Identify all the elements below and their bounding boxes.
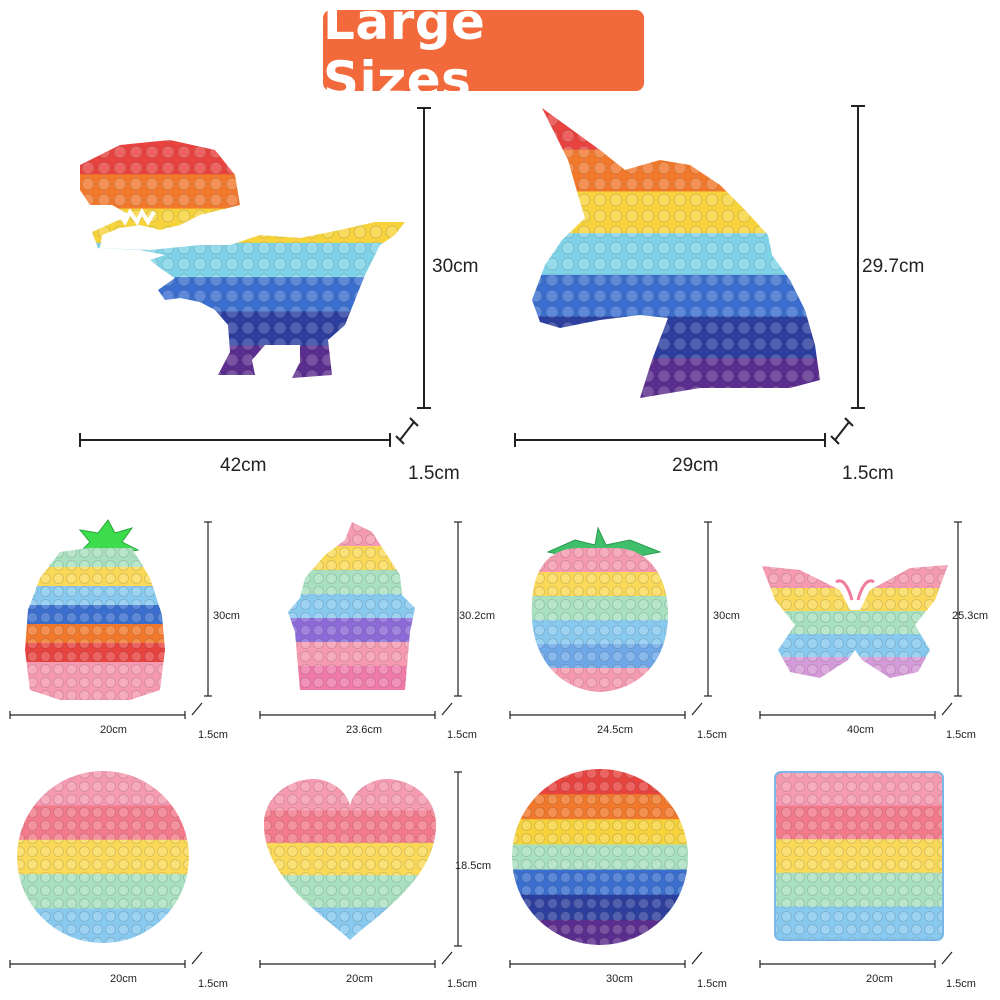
pineapple-height-label: 30cm bbox=[213, 610, 240, 622]
circle-pastel-popit bbox=[17, 771, 189, 943]
unicorn-width-label: 29cm bbox=[672, 455, 719, 476]
dinosaur-width-label: 42cm bbox=[220, 455, 267, 476]
dinosaur-thickness-label: 1.5cm bbox=[408, 463, 460, 484]
ice-cream-popit bbox=[288, 522, 415, 690]
pineapple-width-label: 20cm bbox=[100, 724, 127, 736]
title-banner: Large Sizes bbox=[323, 0, 644, 109]
dinosaur-popit bbox=[80, 140, 405, 378]
page-title: Large Sizes bbox=[323, 0, 486, 109]
unicorn-height-label: 29.7cm bbox=[862, 256, 925, 277]
strawberry-thickness-label: 1.5cm bbox=[697, 729, 727, 741]
square-thickness-label: 1.5cm bbox=[946, 978, 976, 990]
unicorn-popit bbox=[532, 108, 820, 398]
circle-rainbow-popit bbox=[512, 769, 688, 945]
heart-thickness-label: 1.5cm bbox=[447, 978, 477, 990]
circle-rainbow-width-label: 30cm bbox=[606, 973, 633, 985]
ice-cream-height-label: 30.2cm bbox=[459, 610, 496, 622]
pineapple-thickness-label: 1.5cm bbox=[198, 729, 228, 741]
circle-rainbow-thickness-label: 1.5cm bbox=[697, 978, 727, 990]
circle-pastel-width-label: 20cm bbox=[110, 973, 137, 985]
square-popit bbox=[774, 771, 944, 941]
strawberry-popit bbox=[531, 526, 668, 692]
butterfly-popit bbox=[762, 565, 948, 678]
heart-height-label: 18.5cm bbox=[455, 860, 492, 872]
square-width-label: 20cm bbox=[866, 973, 893, 985]
strawberry-height-label: 30cm bbox=[713, 610, 740, 622]
circle-pastel-thickness-label: 1.5cm bbox=[198, 978, 228, 990]
unicorn-thickness-label: 1.5cm bbox=[842, 463, 894, 484]
dinosaur-height-label: 30cm bbox=[432, 256, 479, 277]
butterfly-height-label: 25.3cm bbox=[952, 610, 989, 622]
strawberry-width-label: 24.5cm bbox=[597, 724, 634, 736]
ice-cream-thickness-label: 1.5cm bbox=[447, 729, 477, 741]
heart-width-label: 20cm bbox=[346, 973, 373, 985]
butterfly-width-label: 40cm bbox=[847, 724, 874, 736]
pineapple-popit bbox=[25, 519, 165, 700]
dimension-lines bbox=[9, 105, 962, 968]
butterfly-thickness-label: 1.5cm bbox=[946, 729, 976, 741]
ice-cream-width-label: 23.6cm bbox=[346, 724, 383, 736]
heart-popit bbox=[263, 779, 437, 940]
